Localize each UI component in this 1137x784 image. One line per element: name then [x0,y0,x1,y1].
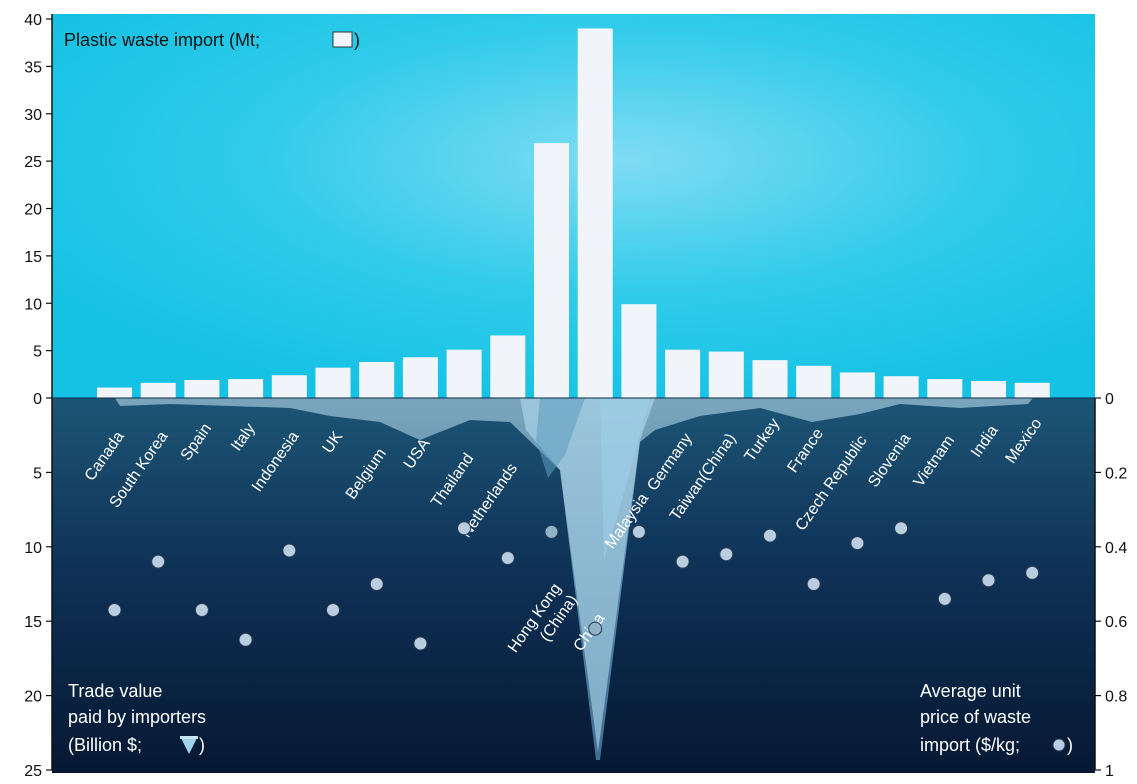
axes-layer: 0 5 10 15 20 25 30 35 40 5 10 15 20 25 0 0.2 0.4 0.6 0.8 1 [24,12,1127,780]
price-dot [413,636,428,651]
price-dot [588,621,603,636]
sky-background [52,14,1095,398]
bar-mexico [1014,382,1050,398]
price-dot [369,577,384,591]
bar-usa [402,357,438,398]
bar-france [796,365,832,398]
dot-legend-icon [1052,738,1066,752]
bar-thailand [446,349,482,398]
bar-turkey [752,360,788,398]
price-dot [981,573,996,588]
svg-text:(Billion $;: (Billion $; [68,735,142,755]
bar-canada [97,387,132,398]
bar-italy [228,379,264,398]
bar-malaysia [621,304,657,398]
price-dot [675,554,690,569]
svg-text:): ) [1067,735,1073,755]
bar-slovenia [883,376,919,398]
lower-left-tick-label: 10 [24,540,42,557]
upper-tick-label: 20 [24,202,42,219]
lower-right-tick-label: 0.8 [1105,689,1127,706]
price-dot [806,577,821,591]
lower-left-tick-label: 15 [24,614,42,631]
price-dot [194,603,209,618]
price-dot [326,603,340,618]
price-dot [238,632,253,647]
price-dot [500,550,515,565]
bar-hong-kong-china- [534,143,569,398]
bar-india [971,380,1006,398]
lower-right-tick-label: 0.6 [1105,614,1127,631]
price-dot [457,521,472,536]
bar-spain [184,379,220,398]
lower-right-tick-label: 1 [1105,763,1114,779]
price-dot [151,554,166,569]
bar-china [577,28,613,398]
lower-left-tick-label: 25 [24,763,42,779]
dots-layer [107,521,1040,651]
lower-right-tick-label: 0.4 [1105,540,1127,557]
price-dot [850,536,865,551]
price-dot [763,528,777,543]
iceberg [115,398,1033,760]
iceberg-facet-right [600,398,650,560]
price-dot [631,524,646,539]
bar-uk [315,367,351,398]
upper-title: Plastic waste import (Mt; [64,30,260,50]
svg-text:Trade value: Trade value [68,681,162,701]
upper-tick-label: 40 [24,12,42,29]
lower-right-title: Average unit price of waste import ($/kg… [920,681,1073,755]
lower-left-tick-label: 5 [33,465,42,482]
price-dot [282,543,297,558]
svg-text:paid by importers: paid by importers [68,707,206,727]
lower-right-tick-label: 0.2 [1105,465,1127,482]
price-dot [719,547,734,562]
svg-text:import ($/kg;: import ($/kg; [920,735,1020,755]
upper-tick-label: 10 [24,296,42,313]
price-dot [107,603,122,618]
bar-indonesia [271,375,307,398]
iceberg-shelf [115,398,1033,760]
lower-right-tick-label: 0 [1105,391,1114,408]
upper-tick-label: 5 [33,344,42,361]
upper-tick-label: 35 [24,59,42,76]
price-dot [937,591,952,606]
price-dot [544,524,559,539]
bar-vietnam [927,379,963,398]
svg-text:Average unit: Average unit [920,681,1021,701]
upper-tick-label: 0 [33,391,42,408]
iceberg-legend-icon [180,736,198,754]
svg-text:price of waste: price of waste [920,707,1031,727]
bar-south-korea [140,382,176,398]
upper-tick-label: 15 [24,249,42,266]
lower-left-tick-label: 20 [24,689,42,706]
upper-tick-label: 30 [24,107,42,124]
iceberg-facet [536,398,585,478]
bar-legend-swatch [332,31,353,48]
bars-layer [97,28,1050,398]
upper-title-close: ) [354,30,360,50]
upper-tick-label: 25 [24,154,42,171]
svg-text:): ) [199,735,205,755]
bar-czech-republic [839,372,875,398]
bar-taiwan-china- [708,351,744,398]
bar-belgium [359,361,395,398]
lower-left-title: Trade value paid by importers (Billion $… [68,681,206,755]
bar-netherlands [490,335,526,398]
iceberg-legend-icon-cap [180,736,198,739]
price-dot [1025,565,1040,580]
price-dot [894,521,909,536]
bar-germany [665,349,701,398]
